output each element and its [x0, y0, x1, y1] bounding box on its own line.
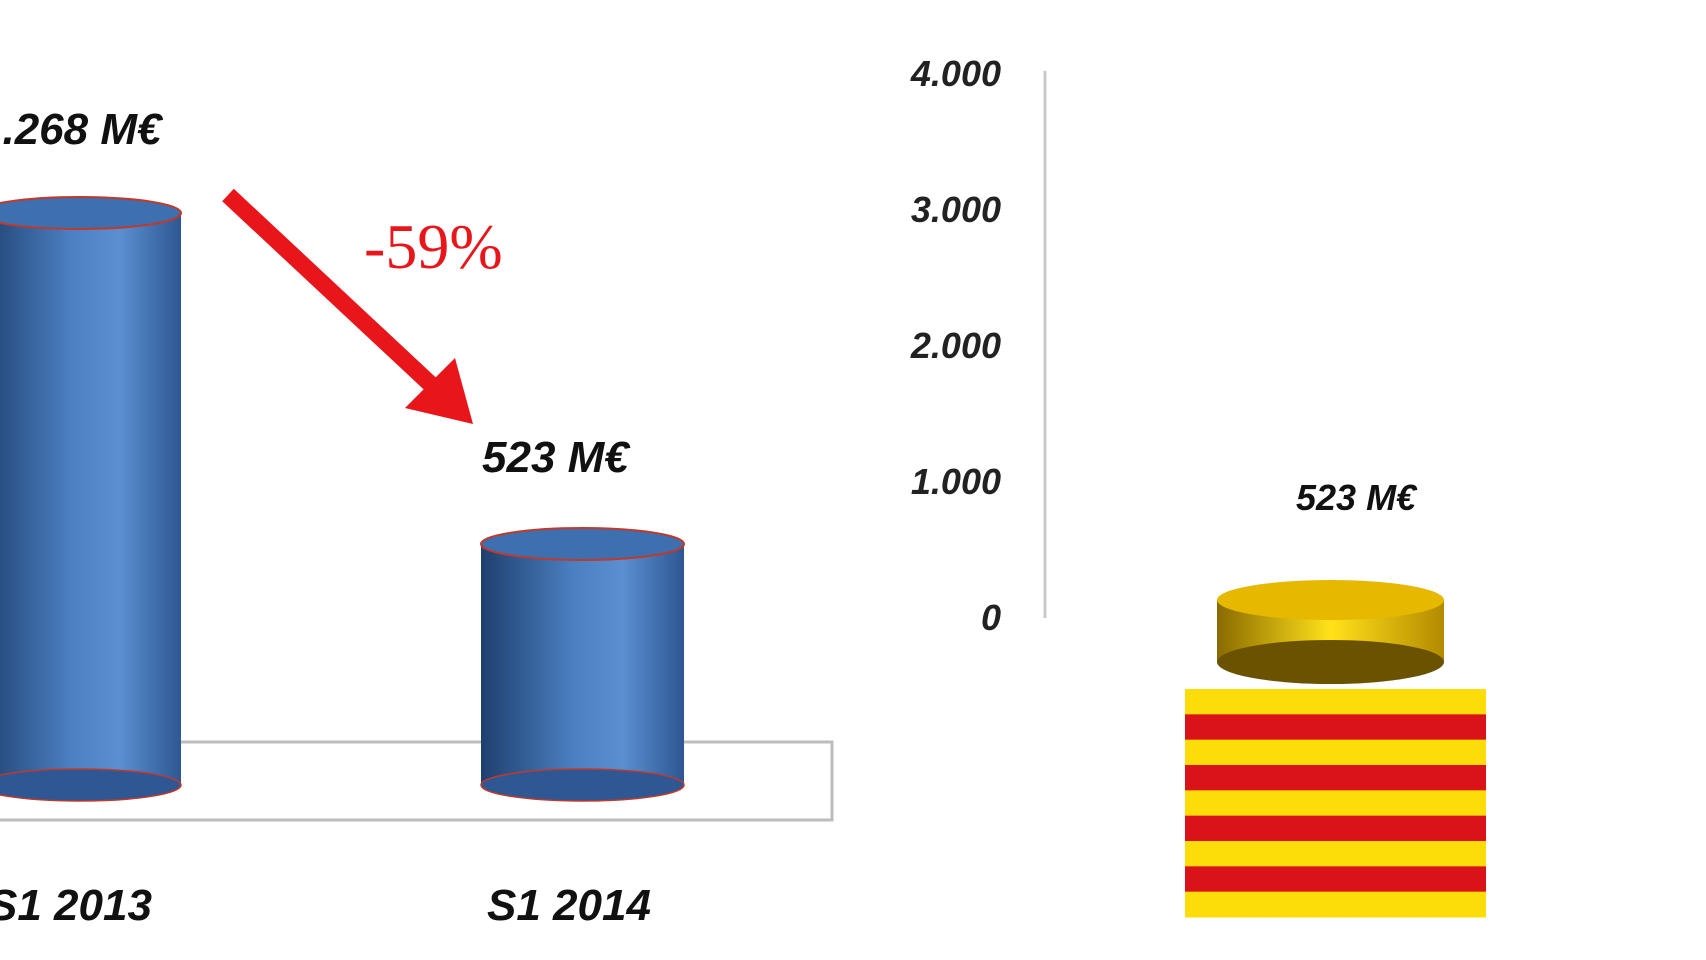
- flag-stripe: [1185, 790, 1486, 817]
- y-tick-label: 2.000: [910, 325, 1001, 366]
- y-tick-label: 4.000: [910, 53, 1001, 94]
- catalan-flag: [1185, 689, 1486, 918]
- flag-stripe: [1185, 689, 1486, 715]
- percent-change-annotation: -59%: [364, 211, 503, 282]
- flag-stripe: [1185, 841, 1486, 867]
- decrease-arrow: [222, 188, 473, 424]
- x-label-s1-2013: S1 2013: [0, 881, 152, 930]
- data-label-s1-2013: 1.268 M€: [0, 105, 164, 154]
- data-label-catalonia: 523 M€: [1296, 477, 1418, 518]
- data-label-s1-2014: 523 M€: [482, 433, 631, 482]
- y-tick-label: 1.000: [911, 461, 1001, 502]
- y-tick-label: 3.000: [911, 189, 1001, 230]
- flag-stripe: [1185, 866, 1486, 893]
- flag-stripe: [1185, 739, 1486, 766]
- x-label-s1-2014: S1 2014: [487, 881, 651, 930]
- cylinder-bar-s1-2013: [0, 196, 182, 802]
- flag-stripe: [1185, 714, 1486, 741]
- flag-stripe: [1185, 815, 1486, 842]
- flag-stripe: [1185, 765, 1486, 791]
- y-tick-label: 0: [981, 597, 1001, 638]
- cylinder-bar-s1-2014: [480, 527, 685, 802]
- flag-stripe: [1185, 891, 1486, 918]
- gold-coin-bar: [1217, 580, 1444, 684]
